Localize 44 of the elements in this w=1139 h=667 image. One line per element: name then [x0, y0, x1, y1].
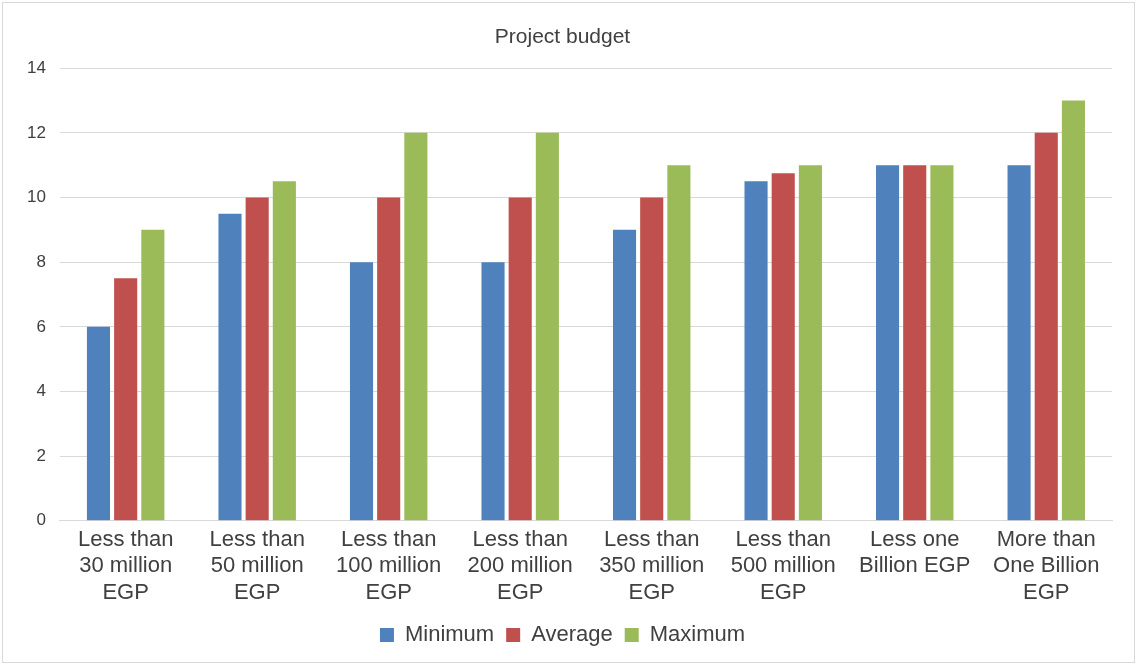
bar [612, 229, 637, 521]
bar [876, 165, 900, 521]
y-tick-label: 12 [26, 122, 46, 142]
y-tick-label: 8 [36, 251, 46, 271]
x-tick-label: Less one Billion EGP [859, 526, 971, 578]
x-tick-label: Less than 500 million EGP [730, 526, 836, 604]
y-tick-label: 14 [26, 57, 46, 77]
bar [1061, 100, 1085, 521]
bar [771, 173, 795, 521]
bar [272, 181, 296, 521]
bar [1007, 165, 1031, 521]
bar [535, 132, 559, 521]
legend-label: Average [531, 621, 613, 647]
x-tick-label: Less than 200 million EGP [467, 526, 573, 604]
x-tick-label: Less than 50 million EGP [209, 526, 305, 604]
bar [349, 262, 374, 521]
y-tick-label: 10 [26, 187, 46, 207]
y-tick-label: 4 [36, 381, 46, 401]
bar [667, 165, 691, 521]
bar [930, 165, 954, 521]
bar [744, 181, 768, 521]
legend-label: Maximum [649, 621, 746, 647]
bar [798, 165, 822, 521]
bar [481, 262, 505, 521]
bar [377, 197, 401, 521]
bar [141, 229, 165, 521]
bar [640, 197, 664, 521]
chart-title: Project budget [494, 24, 631, 48]
y-tick-label: 2 [36, 445, 46, 465]
y-tick-label: 0 [36, 510, 46, 530]
y-tick-label: 6 [36, 316, 46, 336]
bar [218, 213, 242, 521]
bar [404, 132, 428, 521]
x-tick-label: Less than 30 million EGP [77, 526, 174, 604]
x-tick-label: Less than 100 million EGP [336, 526, 442, 604]
bar [86, 326, 111, 521]
x-tick-label: Less than 350 million EGP [599, 526, 705, 604]
bar [1034, 132, 1058, 521]
bar [114, 278, 138, 521]
legend-label: Minimum [404, 621, 495, 647]
bar [508, 197, 532, 521]
x-tick-label: More than One Billion EGP [993, 526, 1100, 604]
bar [245, 197, 269, 521]
bar [903, 165, 927, 521]
